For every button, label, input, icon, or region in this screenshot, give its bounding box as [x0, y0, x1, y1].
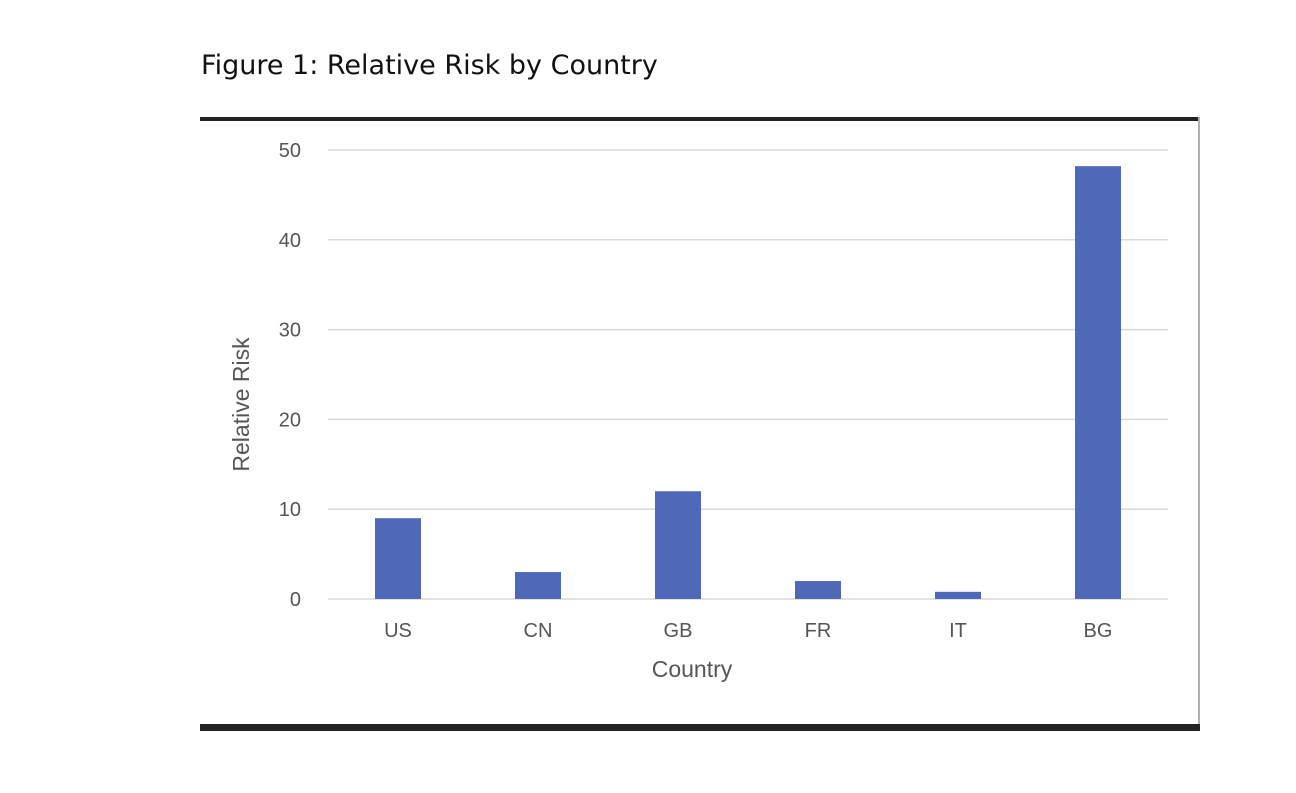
y-tick-label: 50 — [279, 140, 301, 162]
x-tick-label: IT — [949, 620, 967, 642]
bar-it — [935, 591, 981, 599]
x-axis-title: Country — [652, 656, 733, 682]
bar-cn — [515, 572, 561, 599]
x-tick-label: CN — [524, 620, 553, 642]
x-tick-label: FR — [805, 620, 832, 642]
y-tick-label: 40 — [279, 230, 301, 252]
figure-title: Figure 1: Relative Risk by Country — [201, 50, 658, 81]
frame-bottom-rule — [200, 724, 1200, 731]
bar-us — [375, 518, 421, 599]
bars — [375, 166, 1121, 599]
bar-bg — [1075, 166, 1121, 599]
x-tick-labels: US CN GB FR IT BG — [384, 620, 1112, 642]
bar-gb — [655, 491, 701, 599]
gridlines — [328, 149, 1168, 600]
y-tick-label: 30 — [279, 320, 301, 342]
y-tick-label: 20 — [279, 409, 301, 431]
y-axis-title: Relative Risk — [228, 337, 254, 472]
y-tick-label: 10 — [279, 499, 301, 521]
x-tick-label: BG — [1084, 620, 1113, 642]
chart-frame — [200, 117, 1200, 731]
x-tick-label: US — [384, 620, 412, 642]
y-tick-labels: 0 10 20 30 40 50 — [279, 140, 301, 611]
frame-right-rule — [1198, 117, 1200, 731]
bar-fr — [795, 581, 841, 599]
frame-top-rule — [200, 117, 1200, 121]
y-tick-label: 0 — [290, 589, 301, 611]
x-tick-label: GB — [664, 620, 693, 642]
